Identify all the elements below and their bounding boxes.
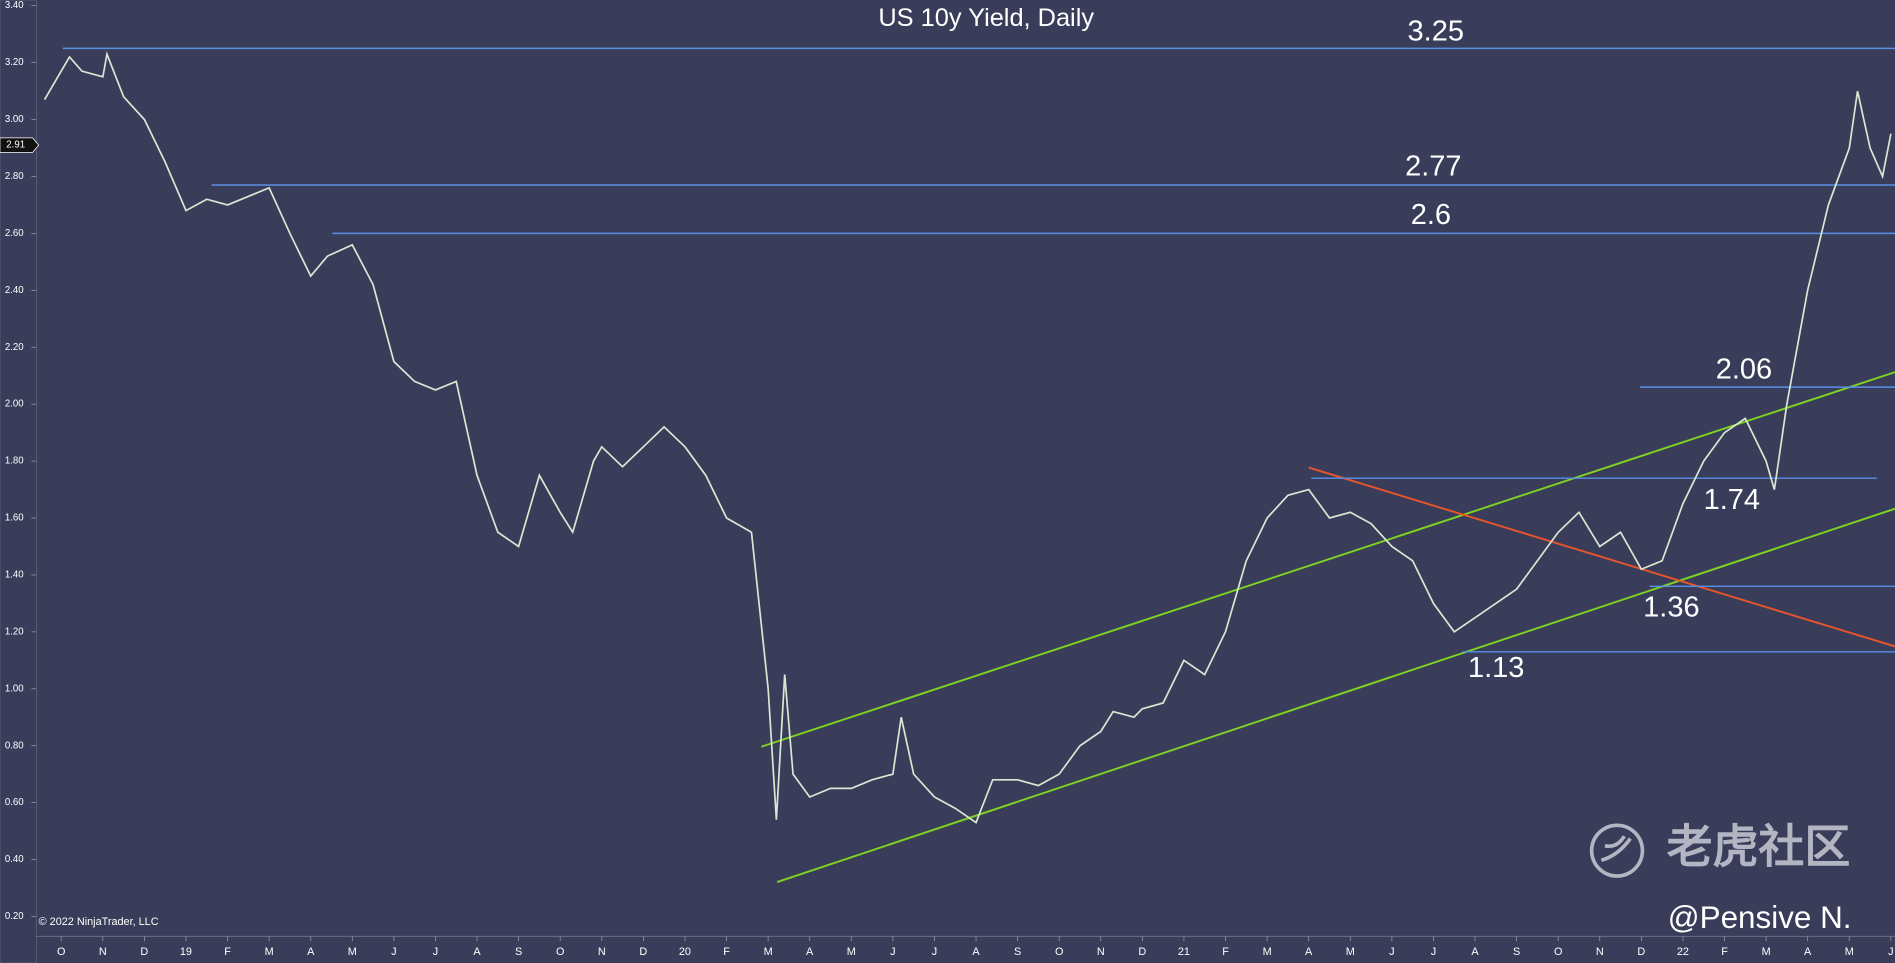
x-tick-label: 22 <box>1677 946 1689 958</box>
x-tick-label: D <box>1138 946 1146 958</box>
x-tick-label: 20 <box>679 946 691 958</box>
x-tick-label: D <box>1637 946 1645 958</box>
x-tick-label: J <box>433 946 438 958</box>
x-tick-label: J <box>391 946 396 958</box>
y-tick-label: 2.60 <box>5 228 24 239</box>
last-price-label: 2.91 <box>6 140 25 151</box>
x-tick-label: S <box>1513 946 1520 958</box>
x-tick-label: A <box>307 946 315 958</box>
x-tick-label: D <box>639 946 647 958</box>
y-tick-label: 1.80 <box>5 456 24 467</box>
level-label: 1.13 <box>1468 652 1524 684</box>
x-tick-label: N <box>1097 946 1105 958</box>
level-label: 1.74 <box>1704 484 1760 516</box>
y-tick-label: 0.80 <box>5 740 24 751</box>
y-tick-label: 1.40 <box>5 569 24 580</box>
price-line <box>43 51 1892 824</box>
y-tick-label: 3.00 <box>5 114 24 125</box>
x-tick-label: S <box>1014 946 1021 958</box>
y-tick-label: 1.20 <box>5 626 24 637</box>
y-tick-label: 0.40 <box>5 854 24 865</box>
level-label: 1.36 <box>1643 592 1699 624</box>
x-tick-label: N <box>99 946 107 958</box>
y-tick-label: 1.00 <box>5 683 24 694</box>
x-tick-label: M <box>1263 946 1272 958</box>
x-tick-label: 19 <box>180 946 192 958</box>
x-tick-label: F <box>1721 946 1728 958</box>
x-tick-label: O <box>1554 946 1562 958</box>
x-tick-label: O <box>57 946 65 958</box>
x-tick-label: J <box>932 946 937 958</box>
y-tick-label: 3.40 <box>5 0 24 11</box>
trend-channel-upper <box>761 371 1895 748</box>
x-tick-label: O <box>556 946 564 958</box>
x-tick-label: M <box>1762 946 1771 958</box>
x-tick-label: F <box>723 946 730 958</box>
x-tick-label: M <box>348 946 357 958</box>
x-tick-label: O <box>1055 946 1063 958</box>
level-label: 2.06 <box>1716 354 1772 386</box>
level-label: 2.77 <box>1405 151 1461 183</box>
x-tick-label: M <box>847 946 856 958</box>
x-tick-label: F <box>1222 946 1229 958</box>
y-tick-label: 3.20 <box>5 57 24 68</box>
level-label: 2.6 <box>1411 199 1451 231</box>
x-tick-label: J <box>1888 946 1893 958</box>
x-tick-label: J <box>890 946 895 958</box>
x-tick-label: A <box>972 946 980 958</box>
y-tick-label: 1.60 <box>5 513 24 524</box>
x-tick-label: N <box>598 946 606 958</box>
x-tick-label: J <box>1431 946 1436 958</box>
watermark: 老虎社区 <box>1667 821 1851 873</box>
trend-line-down <box>1308 466 1895 648</box>
x-tick-label: F <box>224 946 231 958</box>
y-tick-label: 2.00 <box>5 399 24 410</box>
x-tick-label: A <box>1804 946 1812 958</box>
y-tick-label: 2.40 <box>5 285 24 296</box>
y-tick-label: 0.60 <box>5 797 24 808</box>
x-tick-label: S <box>515 946 522 958</box>
trend-channel-lower <box>776 507 1895 883</box>
x-tick-label: A <box>1305 946 1313 958</box>
x-tick-label: M <box>1845 946 1854 958</box>
y-tick-label: 0.20 <box>5 911 24 922</box>
x-tick-label: D <box>140 946 148 958</box>
x-tick-label: A <box>806 946 814 958</box>
level-label: 3.25 <box>1408 15 1464 47</box>
chart-title: US 10y Yield, Daily <box>878 4 1094 32</box>
y-tick-label: 2.80 <box>5 171 24 182</box>
y-tick-label: 2.20 <box>5 342 24 353</box>
y-axis-strip <box>0 0 37 963</box>
x-tick-label: A <box>1471 946 1479 958</box>
x-tick-label: M <box>265 946 274 958</box>
author: @Pensive N. <box>1668 900 1852 935</box>
x-tick-label: N <box>1596 946 1604 958</box>
x-tick-label: M <box>1346 946 1355 958</box>
x-tick-label: J <box>1389 946 1394 958</box>
watermark-logo <box>1589 823 1645 878</box>
x-tick-label: M <box>764 946 773 958</box>
x-tick-label: 21 <box>1178 946 1190 958</box>
last-price-tag <box>0 137 40 153</box>
x-tick-label: A <box>473 946 481 958</box>
copyright: © 2022 NinjaTrader, LLC <box>39 916 159 928</box>
